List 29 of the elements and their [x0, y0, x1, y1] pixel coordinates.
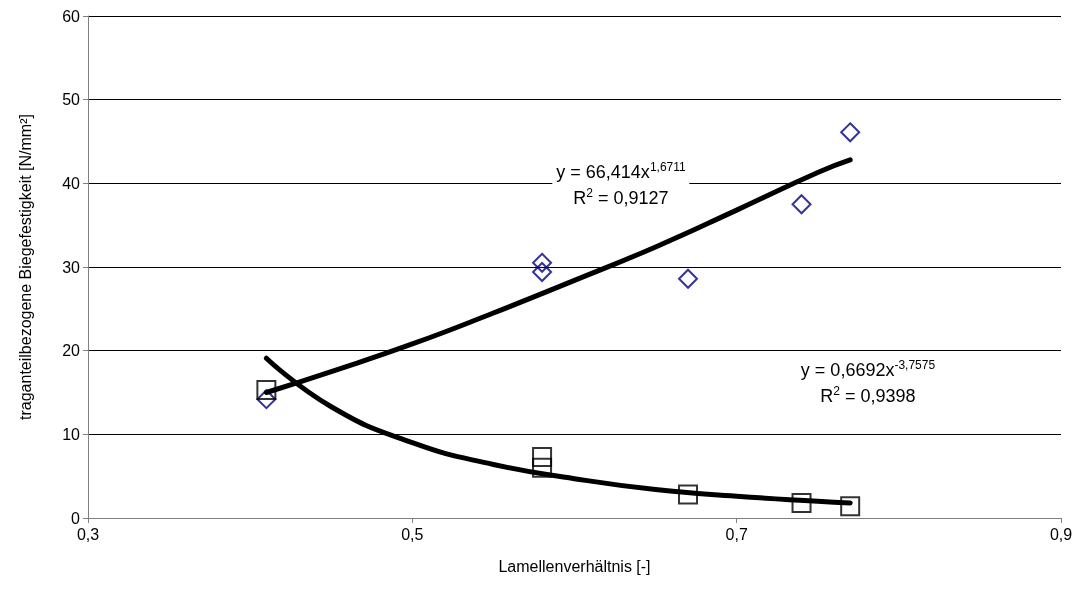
- annotation: y = 66,414x$^{1,6711}$: [552, 159, 690, 185]
- point: [532, 446, 553, 467]
- y-tick-label: 50: [62, 91, 81, 109]
- y-tick-label: 30: [62, 258, 81, 276]
- x-tick-label: 0,3: [76, 525, 100, 543]
- annotation: y = 0,6692x$^{-3,7575}$: [796, 357, 940, 383]
- x-tick-label: 0,5: [401, 525, 424, 543]
- point: [678, 484, 699, 505]
- x-axis-title: Lamellenverhältnis [-]: [498, 557, 651, 575]
- point: [532, 457, 553, 478]
- point: [256, 379, 277, 400]
- point: [840, 496, 861, 517]
- point: [678, 268, 699, 289]
- y-tick-label: 40: [62, 174, 81, 192]
- point: [532, 262, 553, 283]
- point: [791, 492, 812, 513]
- point: [791, 194, 812, 215]
- y-tick-label: 20: [62, 342, 81, 360]
- annotation: R$^{2}$ = 0,9398: [816, 383, 920, 409]
- y-axis-title: traganteilbezogene Biegefestigkeit [N/mm²]: [16, 114, 34, 420]
- y-tick-label: 10: [62, 425, 81, 443]
- x-tick-label: 0,9: [1049, 525, 1073, 543]
- y-tick-label: 0: [71, 509, 81, 527]
- annotation: R$^{2}$ = 0,9127: [569, 185, 673, 211]
- x-tick-label: 0,7: [725, 525, 748, 543]
- point: [840, 122, 861, 143]
- point: [532, 252, 553, 273]
- point: [256, 389, 277, 410]
- y-tick-label: 60: [62, 7, 81, 25]
